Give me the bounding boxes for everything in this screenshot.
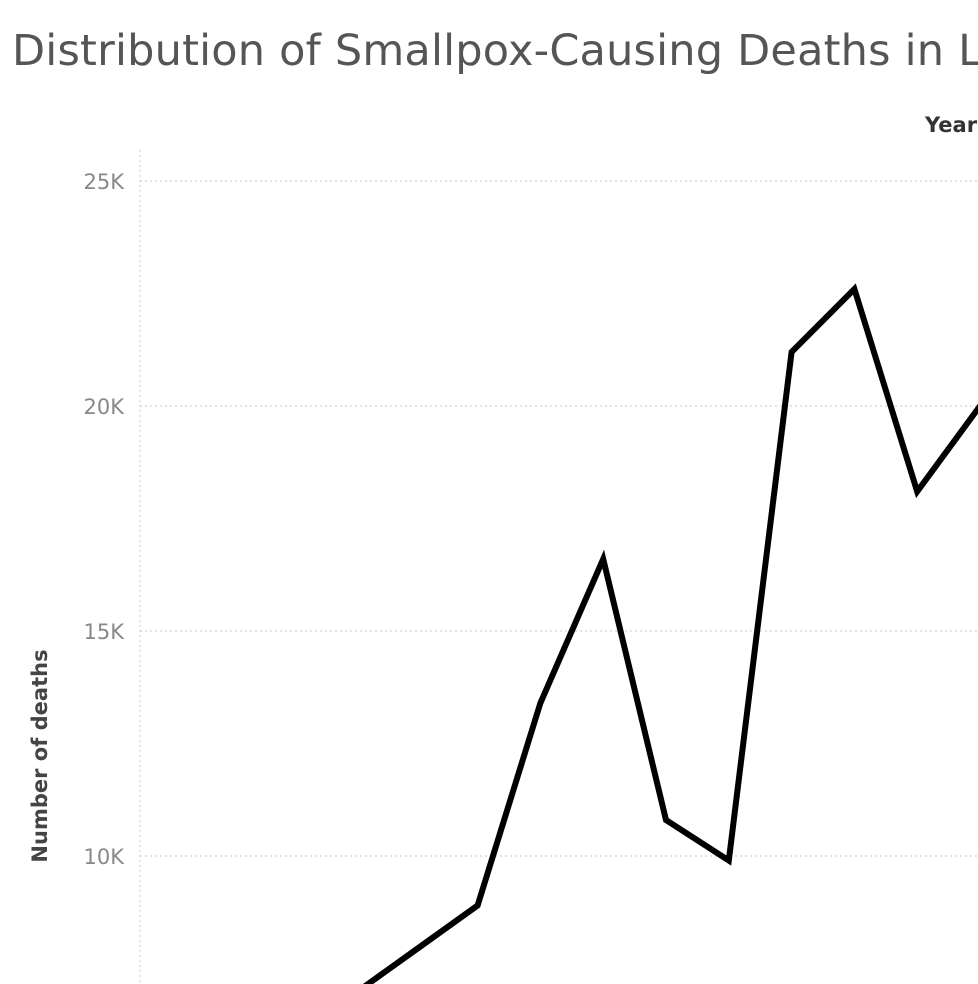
legend-label: Year: [925, 113, 978, 137]
data-point-1: [412, 948, 418, 954]
data-point-8: [851, 286, 857, 292]
series-line-0: [362, 283, 978, 984]
y-tick-label-25k: 25K: [84, 170, 126, 194]
data-point-7: [789, 349, 795, 355]
data-point-3: [537, 700, 543, 706]
y-tick-label-15k: 15K: [84, 620, 126, 644]
y-tick-label-20k: 20K: [84, 395, 126, 419]
data-point-2: [475, 903, 481, 909]
y-tick-label-10k: 10K: [84, 845, 126, 869]
chart-title: Distribution of Smallpox-Causing Deaths …: [12, 26, 978, 76]
data-point-4: [600, 556, 606, 562]
data-point-5: [663, 817, 669, 823]
data-point-9: [914, 489, 920, 495]
data-point-6: [726, 858, 732, 864]
